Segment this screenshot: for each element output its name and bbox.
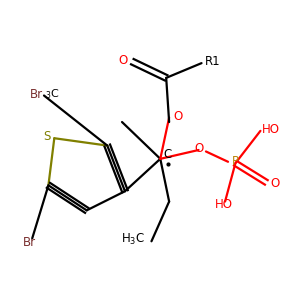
- Text: R1: R1: [205, 55, 220, 68]
- Text: HO: HO: [262, 123, 280, 136]
- Text: C: C: [164, 148, 172, 161]
- Text: Br: Br: [29, 88, 43, 100]
- Text: $_3$C: $_3$C: [46, 87, 60, 101]
- Text: H$_3$C: H$_3$C: [122, 232, 146, 248]
- Text: O: O: [194, 142, 203, 155]
- Text: O: O: [271, 177, 280, 190]
- Text: HO: HO: [214, 198, 232, 211]
- Text: P: P: [232, 155, 239, 168]
- Text: O: O: [174, 110, 183, 123]
- Text: O: O: [119, 54, 128, 67]
- Text: S: S: [43, 130, 51, 143]
- Text: Br: Br: [23, 236, 36, 249]
